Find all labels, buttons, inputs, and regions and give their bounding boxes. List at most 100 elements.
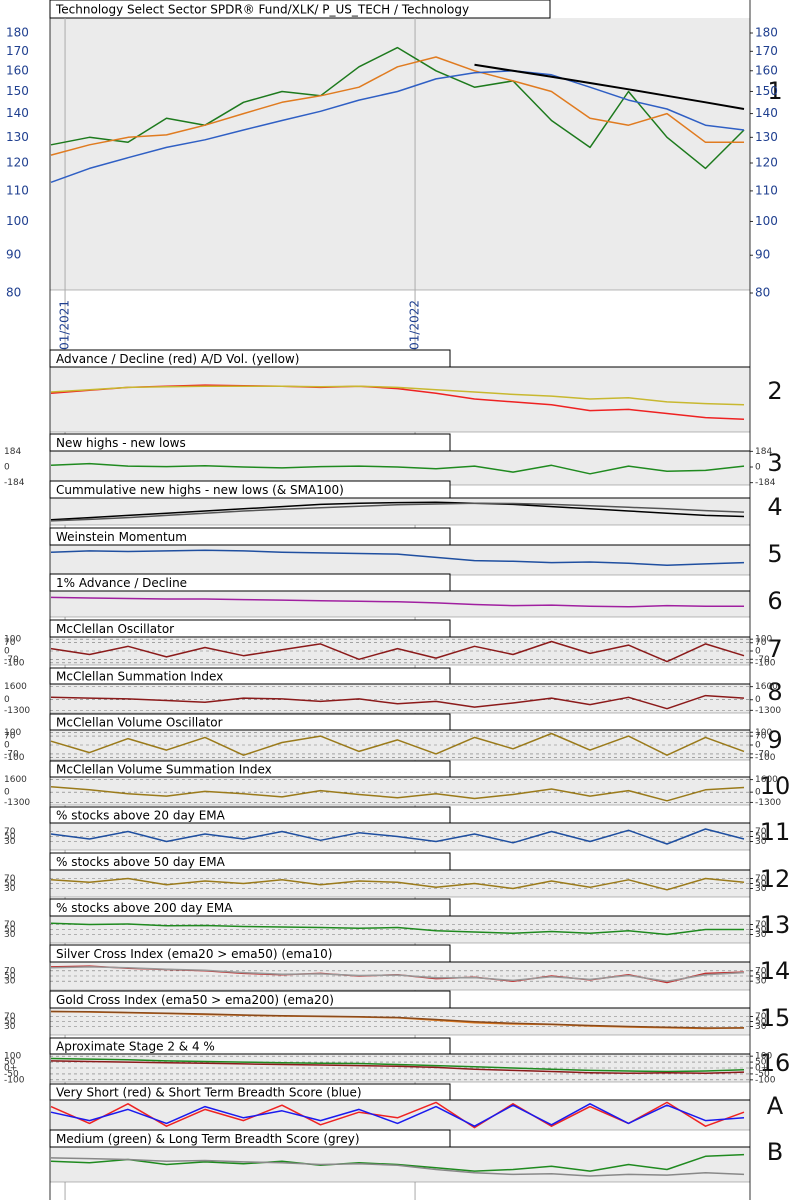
series-line — [50, 462, 745, 475]
panel-title: % stocks above 50 day EMA — [56, 855, 226, 869]
y-tick-label-left: 30 — [4, 977, 16, 987]
y-tick-label-left: 1600 — [4, 682, 27, 692]
y-tick-label-left: -184 — [4, 478, 25, 488]
y-tick-label-right: 0 — [755, 463, 761, 473]
series-line — [50, 694, 745, 710]
panel-title: McClellan Oscillator — [56, 622, 174, 636]
y-tick-label-left: 140 — [6, 106, 29, 120]
plot-background — [50, 18, 750, 290]
y-tick-label-right: -70 — [755, 655, 770, 665]
y-tick-label-left: 50 — [4, 972, 16, 982]
y-tick-label-left: -70 — [4, 655, 19, 665]
y-tick-label-right: 110 — [755, 183, 778, 197]
y-tick-label-left: 110 — [6, 183, 29, 197]
y-tick-label-right: 70 — [755, 732, 767, 742]
y-tick-label-right: -100 — [755, 658, 776, 668]
y-tick-label-left: 50 — [4, 879, 16, 889]
panel-number: 15 — [760, 1004, 791, 1032]
y-tick-label-right: 80 — [755, 286, 770, 300]
y-tick-label-right: 30 — [755, 930, 767, 940]
panel-title: Gold Cross Index (ema50 > ema200) (ema20… — [56, 993, 334, 1007]
y-tick-label-right: -184 — [755, 478, 776, 488]
panel-title: McClellan Summation Index — [56, 670, 223, 684]
panel-number: 4 — [767, 493, 782, 521]
panel-number: 9 — [767, 726, 782, 754]
y-tick-label-left: 0 — [4, 695, 10, 705]
panel-title: 1% Advance / Decline — [56, 576, 187, 590]
panel-number: 1 — [767, 77, 782, 105]
panel-title: Very Short (red) & Short Term Breadth Sc… — [56, 1086, 362, 1100]
panel-title: McClellan Volume Oscillator — [56, 716, 223, 730]
y-tick-label-right: 50 — [755, 1017, 767, 1027]
y-tick-label-left: -100 — [4, 753, 25, 763]
y-tick-label-left: 100 — [4, 1052, 21, 1062]
y-tick-label-left: 100 — [4, 635, 21, 645]
y-tick-label-right: 120 — [755, 156, 778, 170]
y-tick-label-left: 30 — [4, 837, 16, 847]
panel-title: % stocks above 200 day EMA — [56, 901, 233, 915]
y-tick-label-left: 184 — [4, 447, 21, 457]
y-tick-label-right: 140 — [755, 106, 778, 120]
y-tick-label-right: 0 — [755, 695, 761, 705]
y-tick-label-right: 184 — [755, 447, 772, 457]
y-tick-label-right: 180 — [755, 26, 778, 40]
panel-number: A — [767, 1092, 784, 1120]
panel-title: Aproximate Stage 2 & 4 % — [56, 1040, 215, 1054]
series-line — [50, 1157, 745, 1177]
series-line — [50, 828, 745, 845]
y-tick-label-right: 90 — [755, 248, 770, 262]
y-tick-label-left: 80 — [6, 286, 21, 300]
x-tick-label: 01/2021 — [58, 300, 72, 350]
panel-number: 6 — [767, 587, 782, 615]
y-tick-label-right: -1300 — [755, 706, 781, 716]
y-tick-label-right: 50 — [755, 879, 767, 889]
y-tick-label-right: 0 — [755, 647, 761, 657]
y-tick-label-left: -50 — [4, 1069, 19, 1079]
panel-number: 3 — [767, 449, 782, 477]
y-tick-label-right: 100 — [755, 1052, 772, 1062]
series-line — [50, 1010, 744, 1029]
y-tick-label-left: 120 — [6, 156, 29, 170]
y-tick-label-right: 30 — [755, 837, 767, 847]
y-tick-label-left: 70 — [4, 1012, 16, 1022]
y-tick-label-left: 70 — [4, 920, 16, 930]
y-tick-label-left: -1300 — [4, 798, 30, 808]
series-line — [50, 46, 745, 170]
series-line — [50, 70, 745, 184]
y-tick-label-right: 70 — [755, 638, 767, 648]
y-tick-label-left: 170 — [6, 44, 29, 58]
y-tick-label-right: 30 — [755, 1022, 767, 1032]
y-tick-label-left: 70 — [4, 638, 16, 648]
panel-number: 2 — [767, 377, 782, 405]
y-tick-label-left: 50 — [4, 925, 16, 935]
y-tick-label-left: 0 — [4, 788, 10, 798]
y-tick-label-left: 1600 — [4, 775, 27, 785]
plot-background — [50, 684, 750, 713]
y-tick-label-right: -1300 — [755, 798, 781, 808]
panel-title: New highs - new lows — [56, 436, 186, 450]
y-tick-label-right: 170 — [755, 44, 778, 58]
y-tick-label-right: 100 — [755, 214, 778, 228]
y-tick-label-left: 70 — [4, 966, 16, 976]
y-tick-label-right: 70 — [755, 966, 767, 976]
y-tick-label-left: 160 — [6, 63, 29, 77]
series-line — [50, 56, 744, 156]
y-tick-label-right: 70 — [755, 827, 767, 837]
y-tick-label-left: -100 — [4, 658, 25, 668]
y-tick-label-right: 50 — [755, 832, 767, 842]
panel-title: % stocks above 20 day EMA — [56, 809, 226, 823]
plot-background — [50, 367, 750, 432]
y-tick-label-left: 100 — [6, 214, 29, 228]
y-tick-label-right: 70 — [755, 874, 767, 884]
y-tick-label-left: 90 — [6, 248, 21, 262]
y-tick-label-right: 70 — [755, 920, 767, 930]
y-tick-label-right: 100 — [755, 635, 772, 645]
panel-title: Cummulative new highs - new lows (& SMA1… — [56, 483, 344, 497]
y-tick-label-right: -70 — [755, 749, 770, 759]
series-line — [474, 63, 745, 110]
x-tick-label: 01/2022 — [408, 300, 422, 350]
series-line — [50, 640, 745, 663]
y-tick-label-left: -70 — [4, 749, 19, 759]
plot-background — [50, 451, 750, 485]
